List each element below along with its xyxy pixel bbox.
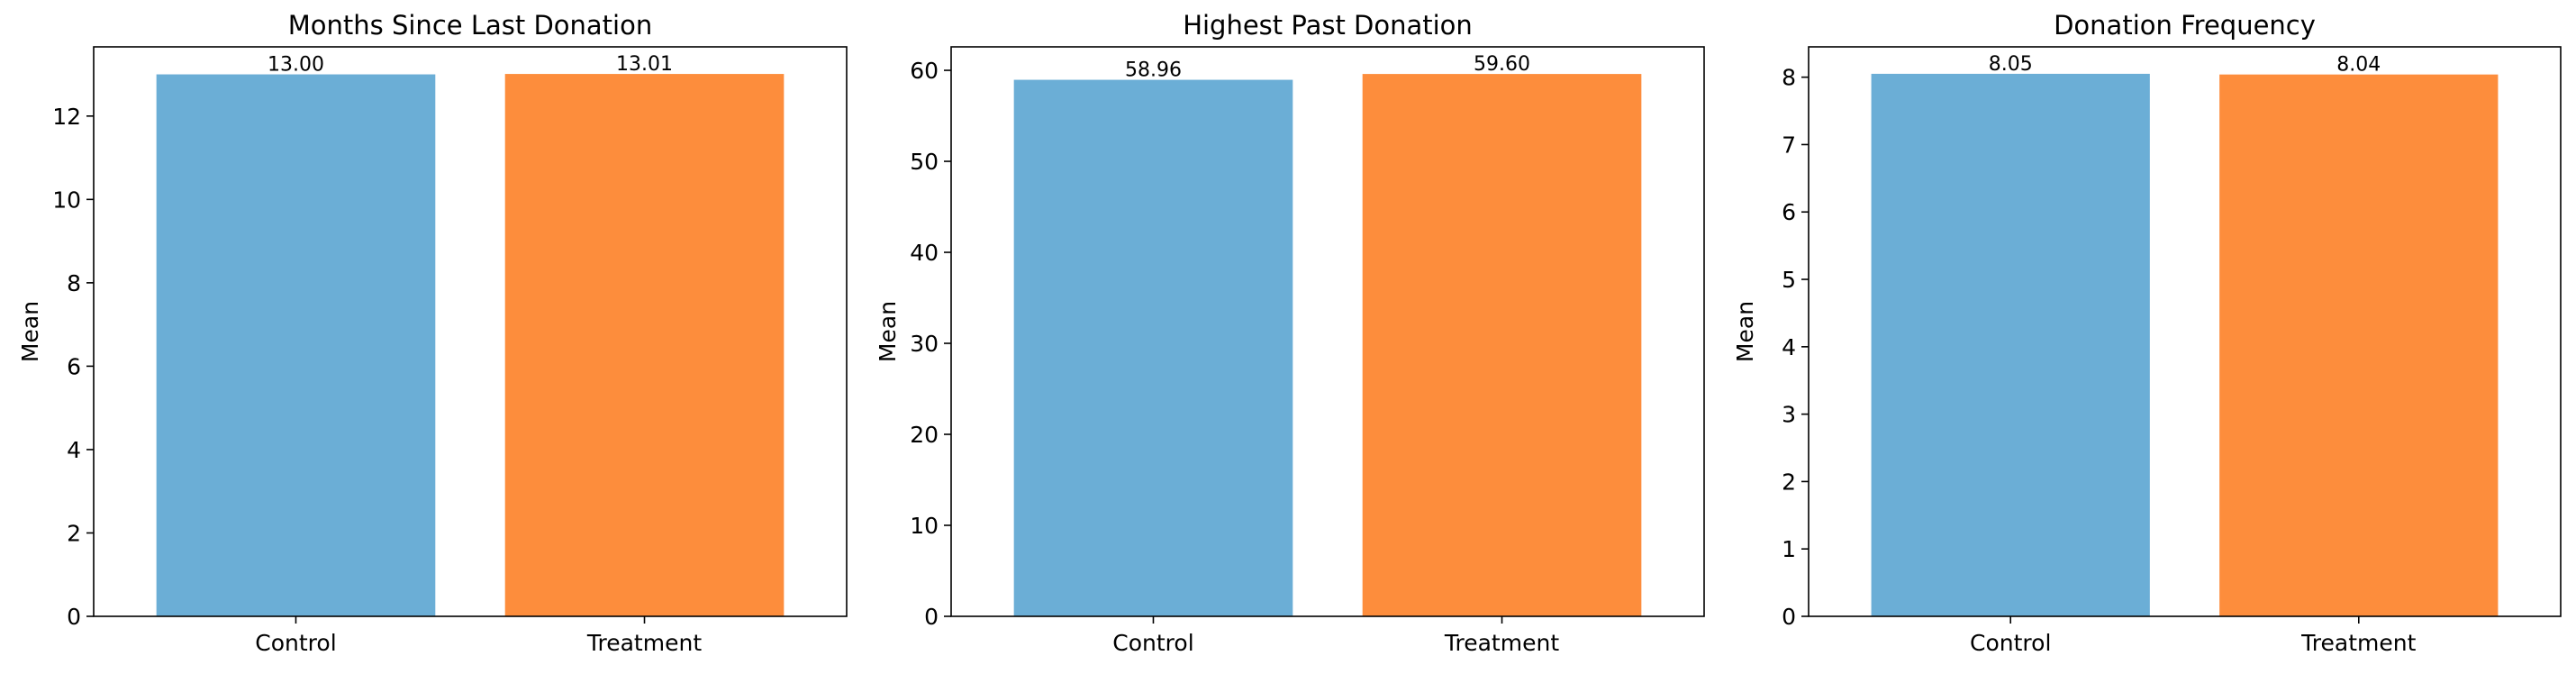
axes-frame [1808,46,2562,617]
y-tick-label: 50 [910,149,939,175]
y-tick-label: 60 [910,58,939,84]
x-tick-label: Control [1970,630,2051,656]
axes-frame [950,46,1705,617]
y-tick-label: 6 [1782,199,1796,225]
y-tick-label: 10 [52,187,81,213]
bar-value-label: 58.96 [1125,59,1182,82]
y-tick-label: 4 [67,437,81,463]
chart-title: Highest Past Donation [1183,10,1473,41]
bar-value-label: 8.05 [1989,53,2033,76]
chart-panel: 13.00 Control 13.01 Treatment 0 2 4 6 8 10 12 Month… [17,10,848,656]
chart-panel: 58.96 Control 59.60 Treatment 0 10 20 30 40 50 60 H… [875,10,1705,656]
bar-control [1871,73,2150,616]
x-tick-label: Control [255,630,336,656]
y-tick-label: 3 [1782,402,1796,428]
y-tick-label: 4 [1782,334,1796,360]
y-tick-label: 10 [910,513,939,539]
y-axis-label: Mean [17,301,43,362]
y-tick-label: 6 [67,353,81,379]
y-tick-label: 7 [1782,132,1796,158]
bar-value-label: 8.04 [2336,54,2381,77]
chart-title: Months Since Last Donation [288,10,652,41]
y-tick-label: 20 [910,422,939,448]
bar-treatment [504,74,785,617]
y-tick-label: 12 [52,104,81,130]
x-tick-label: Control [1112,630,1193,656]
y-tick-label: 40 [910,240,939,266]
x-tick-label: Treatment [1444,630,1559,656]
y-tick-label: 0 [1782,604,1796,630]
y-tick-label: 0 [67,604,81,630]
y-tick-label: 2 [67,520,81,546]
y-tick-label: 8 [1782,65,1796,91]
chart-title: Donation Frequency [2054,10,2316,41]
bar-value-label: 13.01 [616,53,673,76]
x-tick-label: Treatment [586,630,702,656]
axes-frame [93,46,848,617]
bar-value-label: 59.60 [1474,53,1530,76]
y-tick-label: 0 [924,604,939,630]
y-tick-label: 5 [1782,267,1796,293]
bar-treatment [2219,74,2499,616]
y-tick-label: 1 [1782,536,1796,562]
y-axis-label: Mean [875,301,901,362]
chart-panel: 8.05 Control 8.04 Treatment 0 1 2 3 4 5 6 7 8 Donatio… [1732,10,2562,656]
y-tick-label: 30 [910,331,939,357]
bar-value-label: 13.00 [268,54,324,77]
bar-control [1013,79,1293,616]
y-tick-label: 8 [67,270,81,296]
bar-control [156,74,436,616]
bar-treatment [1362,74,1642,617]
y-axis-label: Mean [1732,301,1758,362]
x-tick-label: Treatment [2300,630,2416,656]
y-tick-label: 2 [1782,469,1796,495]
